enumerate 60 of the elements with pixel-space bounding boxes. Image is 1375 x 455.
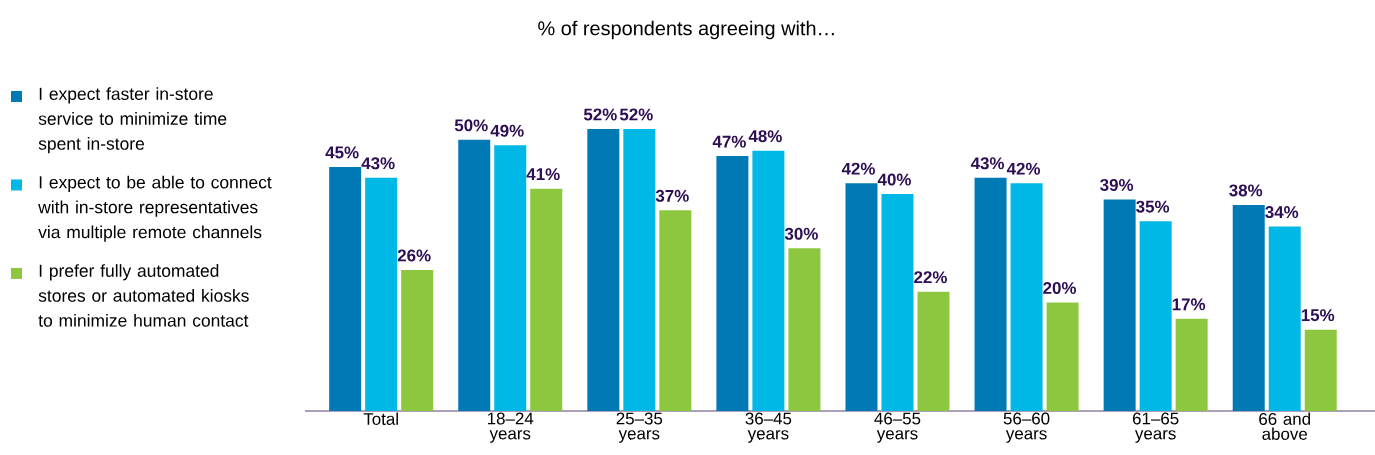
data-label: 37% (655, 189, 689, 202)
data-label: 43% (361, 157, 395, 170)
x-tick-label: 18–24 years (487, 412, 534, 443)
bar (716, 156, 749, 411)
bar (1175, 318, 1208, 411)
bar (659, 210, 692, 411)
bar (881, 194, 914, 411)
bar (401, 270, 434, 411)
data-label: 41% (526, 168, 560, 181)
x-tick-label: 36–45 years (745, 412, 792, 443)
legend-label: I expect to be able to connect with in-store representatives via multiple remote channels (38, 175, 272, 242)
legend-label: I expect faster in-store service to minimize time spent in-store (38, 87, 227, 154)
data-label: 42% (841, 162, 875, 175)
data-label: 22% (914, 271, 947, 284)
data-label: 26% (397, 249, 431, 262)
data-label: 17% (1172, 298, 1206, 311)
data-label: 35% (1136, 200, 1170, 213)
data-label: 52% (619, 108, 653, 121)
bar (1103, 199, 1136, 411)
bar (365, 177, 398, 411)
data-label: 49% (490, 124, 524, 137)
data-label: 38% (1229, 184, 1263, 197)
bar (845, 183, 878, 411)
data-label: 45% (325, 146, 359, 159)
bar (1010, 183, 1043, 411)
x-tick-label: 66 and above (1259, 412, 1310, 440)
x-tick-label: Total (363, 412, 398, 425)
data-label: 48% (748, 130, 782, 143)
bar (623, 129, 656, 411)
bar (494, 145, 527, 411)
bar (752, 150, 785, 411)
data-label: 20% (1043, 282, 1077, 295)
bar (1232, 204, 1265, 411)
data-label: 43% (970, 157, 1005, 170)
data-label: 50% (454, 119, 488, 132)
data-label: 40% (877, 173, 911, 186)
bar (329, 166, 362, 411)
data-label: 52% (583, 108, 617, 121)
data-label: 30% (784, 227, 818, 240)
data-label: 42% (1006, 162, 1041, 175)
bar (458, 139, 491, 411)
x-tick-label: 56–60 years (1003, 412, 1050, 443)
bar (1139, 221, 1172, 411)
x-tick-label: 46–55 years (874, 412, 921, 443)
bar (587, 129, 620, 411)
legend-label: I prefer fully automated stores or automated kiosks to minimize human contact (38, 264, 249, 327)
bar (1046, 302, 1079, 411)
bar (1304, 329, 1337, 411)
data-label: 39% (1100, 178, 1134, 191)
x-tick-label: 25–35 years (616, 412, 663, 443)
chart-title: % of respondents agreeing with… (538, 20, 834, 40)
data-label: 15% (1301, 309, 1335, 322)
bar (974, 177, 1007, 411)
data-label: 47% (712, 135, 746, 148)
data-label: 34% (1265, 206, 1299, 219)
bar (1268, 226, 1301, 411)
x-tick-label: 61–65 years (1132, 412, 1179, 443)
bar (530, 188, 563, 411)
bar (788, 248, 821, 411)
bar (917, 291, 950, 411)
